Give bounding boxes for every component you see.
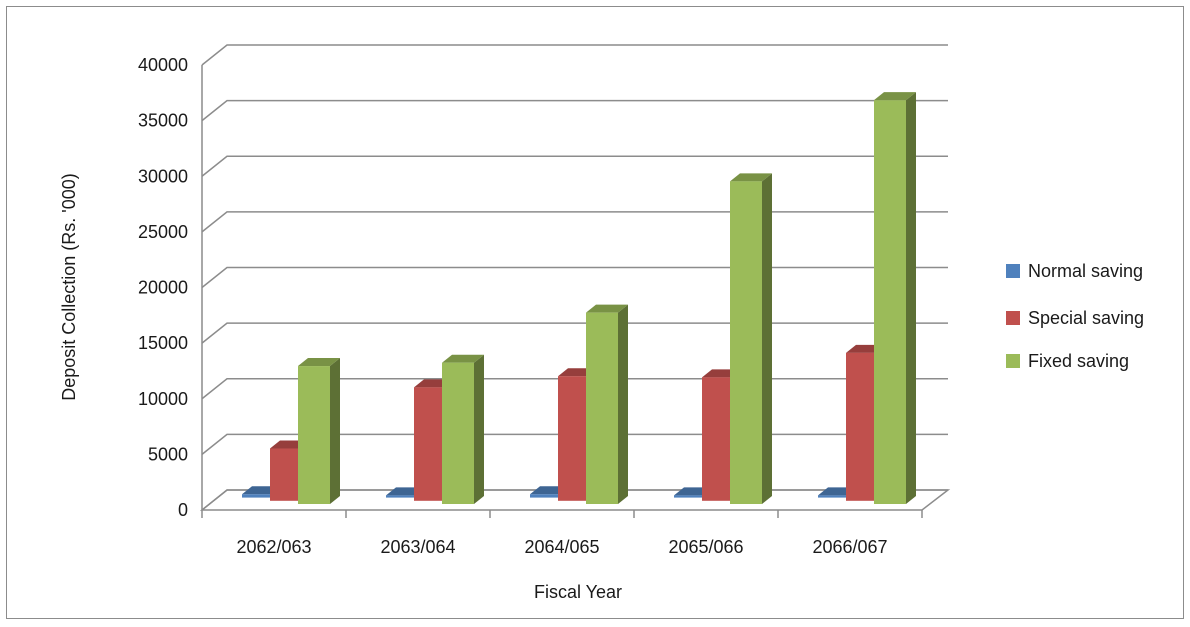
axes: [201, 65, 923, 518]
y-axis-title: Deposit Collection (Rs. '000): [59, 173, 79, 401]
y-tick-label: 10000: [138, 389, 188, 409]
y-tick-label: 25000: [138, 222, 188, 242]
legend-entry: Special saving: [1006, 308, 1144, 328]
y-tick-label: 0: [178, 500, 188, 520]
tick-labels: 0 5000 10000 15000 20000 25000 30000 35000 40000…: [138, 55, 888, 557]
x-tick-label: 2062/063: [236, 537, 311, 557]
legend-label: Special saving: [1028, 308, 1144, 328]
gridline: [201, 211, 948, 233]
y-tick-label: 20000: [138, 278, 188, 298]
legend-label: Normal saving: [1028, 261, 1143, 281]
x-tick-label: 2064/065: [524, 537, 599, 557]
bars: [242, 92, 916, 504]
legend-entry: Normal saving: [1006, 261, 1143, 281]
legend: Normal saving Special saving Fixed saving: [1006, 261, 1144, 371]
legend-entry: Fixed saving: [1006, 351, 1129, 371]
y-tick-label: 40000: [138, 55, 188, 75]
y-tick-label: 15000: [138, 333, 188, 353]
y-tick-label: 5000: [148, 444, 188, 464]
bar: [442, 354, 484, 504]
x-tick-label: 2063/064: [380, 537, 455, 557]
x-tick-label: 2065/066: [668, 537, 743, 557]
bar: [586, 304, 628, 504]
gridline: [201, 266, 948, 289]
legend-swatch: [1006, 311, 1020, 325]
gridline: [201, 155, 948, 177]
x-tick-label: 2066/067: [812, 537, 887, 557]
gridline: [201, 99, 948, 122]
bar: [874, 92, 916, 504]
bar: [730, 173, 772, 504]
gridline: [201, 322, 948, 344]
legend-swatch: [1006, 354, 1020, 368]
legend-label: Fixed saving: [1028, 351, 1129, 371]
gridline: [201, 44, 948, 66]
bar: [298, 358, 340, 504]
y-tick-label: 30000: [138, 166, 188, 186]
legend-swatch: [1006, 264, 1020, 278]
y-tick-label: 35000: [138, 111, 188, 131]
x-axis-title: Fiscal Year: [534, 582, 622, 602]
